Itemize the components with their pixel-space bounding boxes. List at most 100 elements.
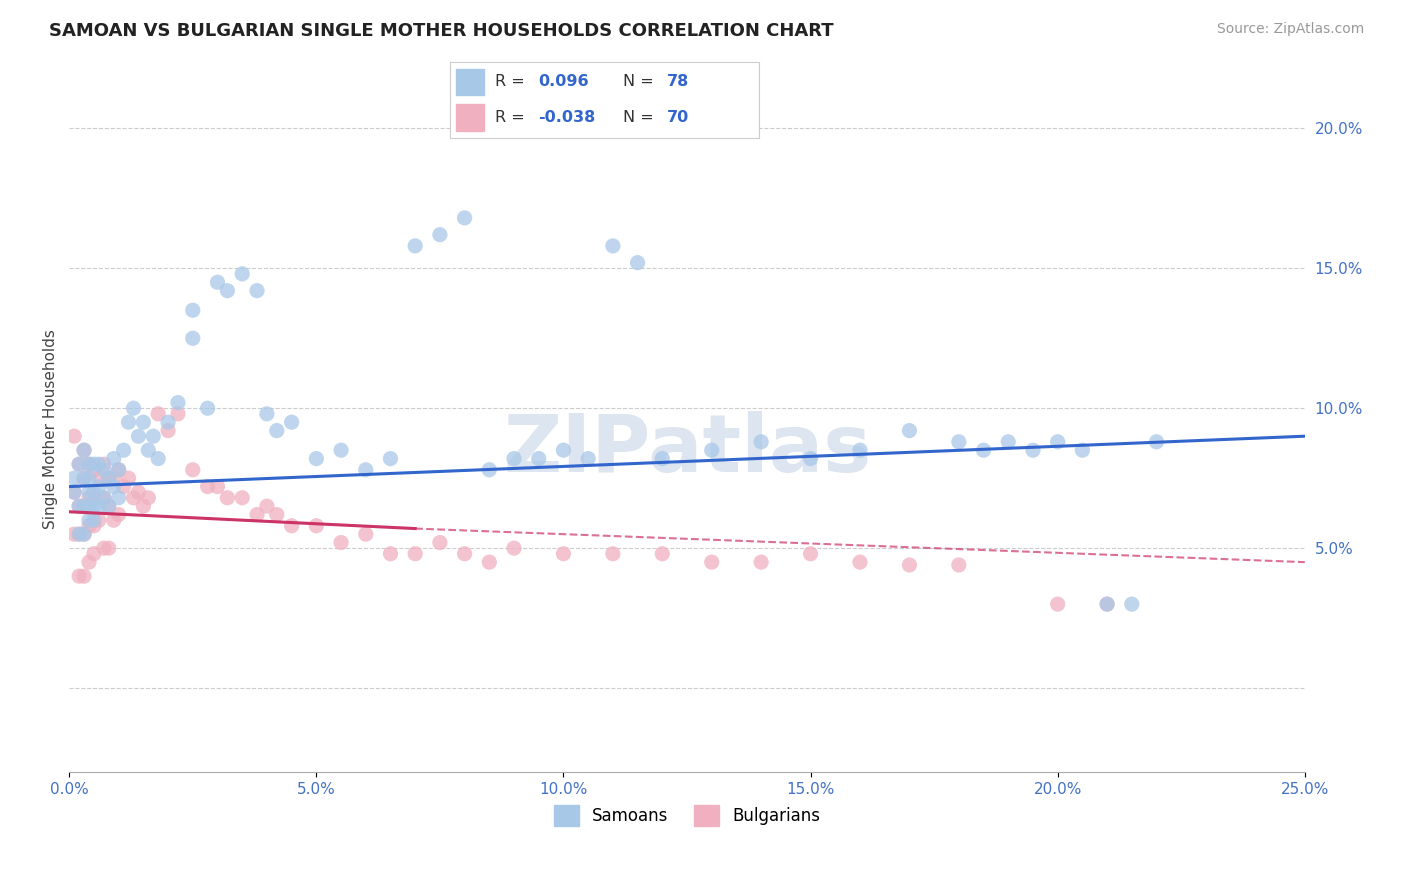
Point (63, 471, 86, 485)
Point (77, 499, 100, 513)
Point (527, 451, 550, 466)
Point (553, 443, 575, 458)
Point (266, 424, 288, 438)
Point (73, 471, 96, 485)
Point (157, 424, 180, 438)
Point (1095, 597, 1118, 611)
Point (83, 499, 105, 513)
Point (1121, 597, 1143, 611)
Point (93, 463, 115, 477)
Point (503, 541, 526, 556)
Point (197, 401, 219, 416)
Point (67, 457, 90, 471)
Point (77, 471, 100, 485)
Point (87, 457, 110, 471)
Point (503, 451, 526, 466)
Point (1022, 443, 1045, 458)
Point (280, 518, 302, 533)
Point (63, 485, 86, 500)
Point (330, 535, 353, 549)
Point (453, 547, 475, 561)
Point (898, 424, 921, 438)
Point (217, 284, 239, 298)
Point (453, 211, 475, 225)
Text: N =: N = (623, 110, 659, 125)
Point (67, 527, 90, 541)
Point (77, 555, 100, 569)
Point (127, 429, 149, 443)
Point (127, 485, 149, 500)
Point (67, 499, 90, 513)
Point (77, 518, 100, 533)
Point (83, 485, 105, 500)
Point (553, 547, 575, 561)
Point (67, 569, 90, 583)
Point (700, 555, 723, 569)
Point (217, 491, 239, 505)
Point (107, 508, 129, 522)
Point (602, 239, 624, 253)
Point (142, 429, 165, 443)
Point (63, 485, 86, 500)
Point (380, 451, 402, 466)
Point (77, 485, 100, 500)
Point (1146, 434, 1168, 449)
Point (93, 491, 115, 505)
Point (63, 429, 86, 443)
Point (478, 555, 501, 569)
Point (429, 227, 451, 242)
Point (87, 471, 110, 485)
Point (246, 284, 269, 298)
Text: R =: R = (495, 74, 530, 89)
Point (77, 491, 100, 505)
Point (948, 434, 970, 449)
Point (167, 407, 190, 421)
Text: -0.038: -0.038 (538, 110, 595, 125)
Point (478, 463, 501, 477)
Point (576, 451, 599, 466)
Point (800, 547, 823, 561)
Point (83, 491, 105, 505)
Point (1095, 597, 1118, 611)
Point (207, 479, 229, 493)
Point (354, 463, 377, 477)
Point (651, 451, 673, 466)
Point (898, 558, 921, 572)
Point (354, 527, 377, 541)
Point (97, 499, 120, 513)
Point (305, 451, 328, 466)
Legend: Samoans, Bulgarians: Samoans, Bulgarians (547, 798, 827, 832)
Point (148, 407, 170, 421)
Point (429, 535, 451, 549)
Point (122, 491, 145, 505)
Point (103, 513, 125, 527)
Point (73, 443, 96, 458)
Point (87, 499, 110, 513)
Point (83, 457, 105, 471)
Point (122, 401, 145, 416)
Text: N =: N = (623, 74, 659, 89)
Point (107, 463, 129, 477)
Point (167, 395, 190, 409)
Point (651, 547, 673, 561)
Point (1071, 443, 1094, 458)
Point (103, 471, 125, 485)
Point (73, 499, 96, 513)
Point (77, 457, 100, 471)
Point (97, 471, 120, 485)
Point (93, 541, 115, 556)
Point (800, 451, 823, 466)
Point (231, 491, 253, 505)
Point (87, 513, 110, 527)
Point (849, 443, 872, 458)
Point (181, 463, 204, 477)
Text: ZIPatlas: ZIPatlas (503, 411, 872, 489)
Point (112, 443, 135, 458)
Point (136, 491, 159, 505)
Point (112, 479, 135, 493)
Point (280, 415, 302, 429)
Point (1046, 597, 1069, 611)
Point (77, 513, 100, 527)
Text: 70: 70 (666, 110, 689, 125)
Point (132, 499, 155, 513)
